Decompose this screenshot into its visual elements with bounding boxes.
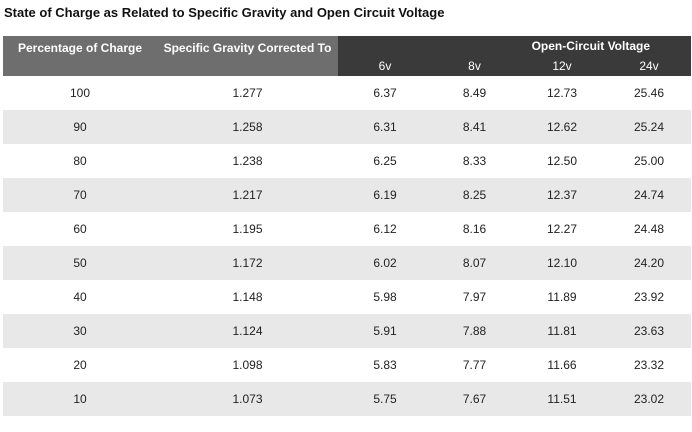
header-percentage: Percentage of Charge (3, 36, 157, 76)
table-row: 50 1.172 6.02 8.07 12.10 24.20 (3, 246, 692, 280)
cell-percentage: 100 (3, 76, 157, 110)
cell-8v: 8.49 (432, 76, 517, 110)
cell-6v: 6.37 (338, 76, 432, 110)
cell-12v: 12.62 (517, 110, 607, 144)
cell-percentage: 70 (3, 178, 157, 212)
table-header: Percentage of Charge Specific Gravity Co… (3, 36, 692, 76)
cell-8v: 8.41 (432, 110, 517, 144)
cell-gravity: 1.195 (157, 212, 338, 246)
cell-12v: 11.89 (517, 280, 607, 314)
cell-6v: 5.98 (338, 280, 432, 314)
cell-percentage: 30 (3, 314, 157, 348)
cell-12v: 11.66 (517, 348, 607, 382)
cell-6v: 5.91 (338, 314, 432, 348)
cell-6v: 6.31 (338, 110, 432, 144)
cell-gravity: 1.124 (157, 314, 338, 348)
cell-8v: 7.77 (432, 348, 517, 382)
cell-24v: 23.92 (607, 280, 692, 314)
cell-24v: 24.48 (607, 212, 692, 246)
cell-12v: 12.50 (517, 144, 607, 178)
cell-8v: 8.07 (432, 246, 517, 280)
cell-12v: 12.27 (517, 212, 607, 246)
table-row: 90 1.258 6.31 8.41 12.62 25.24 (3, 110, 692, 144)
page-title: State of Charge as Related to Specific G… (4, 5, 445, 20)
cell-6v: 6.19 (338, 178, 432, 212)
cell-24v: 23.32 (607, 348, 692, 382)
table-row: 70 1.217 6.19 8.25 12.37 24.74 (3, 178, 692, 212)
cell-24v: 25.46 (607, 76, 692, 110)
cell-12v: 12.37 (517, 178, 607, 212)
header-specific-gravity: Specific Gravity Corrected To (157, 36, 338, 76)
cell-percentage: 10 (3, 382, 157, 416)
cell-gravity: 1.238 (157, 144, 338, 178)
cell-gravity: 1.148 (157, 280, 338, 314)
cell-gravity: 1.277 (157, 76, 338, 110)
header-12v: 12v (517, 56, 607, 76)
cell-percentage: 40 (3, 280, 157, 314)
table-body: 100 1.277 6.37 8.49 12.73 25.46 90 1.258… (3, 76, 692, 416)
cell-6v: 6.02 (338, 246, 432, 280)
table-row: 80 1.238 6.25 8.33 12.50 25.00 (3, 144, 692, 178)
cell-12v: 11.51 (517, 382, 607, 416)
cell-gravity: 1.172 (157, 246, 338, 280)
cell-percentage: 90 (3, 110, 157, 144)
cell-24v: 25.00 (607, 144, 692, 178)
cell-8v: 7.97 (432, 280, 517, 314)
cell-percentage: 50 (3, 246, 157, 280)
table-row: 10 1.073 5.75 7.67 11.51 23.02 (3, 382, 692, 416)
table-row: 40 1.148 5.98 7.97 11.89 23.92 (3, 280, 692, 314)
cell-percentage: 80 (3, 144, 157, 178)
cell-6v: 6.12 (338, 212, 432, 246)
cell-12v: 12.10 (517, 246, 607, 280)
table-row: 100 1.277 6.37 8.49 12.73 25.46 (3, 76, 692, 110)
header-open-circuit-voltage: Open-Circuit Voltage (338, 36, 692, 56)
cell-percentage: 60 (3, 212, 157, 246)
cell-8v: 7.88 (432, 314, 517, 348)
header-8v: 8v (432, 56, 517, 76)
cell-24v: 25.24 (607, 110, 692, 144)
cell-gravity: 1.217 (157, 178, 338, 212)
cell-gravity: 1.098 (157, 348, 338, 382)
header-6v: 6v (338, 56, 432, 76)
cell-6v: 5.83 (338, 348, 432, 382)
cell-24v: 23.63 (607, 314, 692, 348)
header-24v: 24v (607, 56, 692, 76)
cell-8v: 7.67 (432, 382, 517, 416)
cell-24v: 24.74 (607, 178, 692, 212)
cell-6v: 5.75 (338, 382, 432, 416)
cell-12v: 12.73 (517, 76, 607, 110)
cell-8v: 8.16 (432, 212, 517, 246)
charge-table: Percentage of Charge Specific Gravity Co… (3, 36, 692, 416)
cell-gravity: 1.258 (157, 110, 338, 144)
cell-gravity: 1.073 (157, 382, 338, 416)
table-row: 20 1.098 5.83 7.77 11.66 23.32 (3, 348, 692, 382)
table-row: 30 1.124 5.91 7.88 11.81 23.63 (3, 314, 692, 348)
cell-percentage: 20 (3, 348, 157, 382)
cell-6v: 6.25 (338, 144, 432, 178)
table-row: 60 1.195 6.12 8.16 12.27 24.48 (3, 212, 692, 246)
cell-12v: 11.81 (517, 314, 607, 348)
cell-8v: 8.25 (432, 178, 517, 212)
cell-24v: 23.02 (607, 382, 692, 416)
cell-8v: 8.33 (432, 144, 517, 178)
cell-24v: 24.20 (607, 246, 692, 280)
